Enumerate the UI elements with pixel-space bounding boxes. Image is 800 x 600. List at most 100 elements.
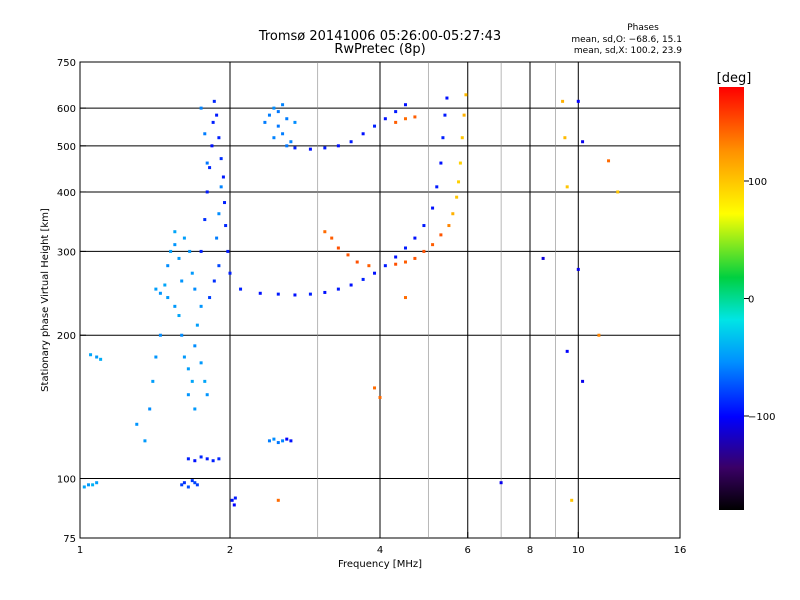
echo-point-59 bbox=[212, 99, 216, 103]
echo-point-2 bbox=[91, 483, 95, 487]
echo-point-32 bbox=[199, 361, 203, 365]
echo-point-131 bbox=[336, 246, 340, 250]
echo-point-5 bbox=[95, 355, 99, 359]
echo-point-16 bbox=[166, 296, 170, 300]
echo-point-3 bbox=[95, 481, 99, 485]
echo-point-56 bbox=[208, 166, 212, 170]
echo-point-95 bbox=[289, 140, 293, 144]
echo-point-152 bbox=[561, 99, 565, 103]
y-tick-label-3: 300 bbox=[57, 247, 76, 258]
y-tick-label-1: 100 bbox=[57, 475, 76, 486]
echo-point-65 bbox=[224, 224, 228, 228]
echo-point-19 bbox=[173, 243, 177, 247]
echo-point-160 bbox=[576, 267, 580, 271]
echo-point-61 bbox=[217, 136, 221, 140]
echo-point-26 bbox=[186, 393, 190, 397]
echo-point-84 bbox=[285, 437, 289, 441]
x-tick-label-3: 6 bbox=[465, 545, 471, 556]
echo-point-136 bbox=[403, 260, 407, 264]
echo-point-128 bbox=[445, 96, 449, 100]
colorbar-tick-label-0: 100 bbox=[748, 177, 767, 188]
echo-point-164 bbox=[499, 481, 503, 485]
echo-point-52 bbox=[217, 457, 221, 461]
x-tick-label-1: 2 bbox=[227, 545, 233, 556]
echo-point-122 bbox=[422, 224, 426, 228]
echo-point-140 bbox=[439, 233, 443, 237]
chart-subtitle: RwPretec (8p) bbox=[334, 42, 425, 57]
echo-point-168 bbox=[378, 395, 382, 399]
echo-point-11 bbox=[154, 355, 158, 359]
echo-point-72 bbox=[217, 212, 221, 216]
echo-point-137 bbox=[413, 256, 417, 260]
echo-point-101 bbox=[336, 144, 340, 148]
echo-point-40 bbox=[193, 287, 197, 291]
echo-point-110 bbox=[276, 292, 280, 296]
echo-point-60 bbox=[215, 113, 219, 117]
echo-point-155 bbox=[576, 99, 580, 103]
echo-point-24 bbox=[182, 355, 186, 359]
echo-point-12 bbox=[158, 333, 162, 337]
echo-point-121 bbox=[413, 236, 417, 240]
echo-point-97 bbox=[263, 120, 267, 124]
echo-point-89 bbox=[281, 103, 285, 107]
echo-point-50 bbox=[205, 457, 209, 461]
colorbar bbox=[719, 87, 744, 510]
echo-point-163 bbox=[597, 333, 601, 337]
echo-points bbox=[82, 93, 620, 507]
echo-point-38 bbox=[188, 249, 192, 253]
echo-point-93 bbox=[281, 132, 285, 136]
y-axis-label: Stationary phase Virtual Height [km] bbox=[40, 208, 51, 392]
echo-point-74 bbox=[205, 161, 209, 165]
echo-point-76 bbox=[199, 106, 203, 110]
echo-point-1 bbox=[86, 483, 90, 487]
echo-point-123 bbox=[431, 206, 435, 210]
echo-point-17 bbox=[166, 264, 170, 268]
echo-point-35 bbox=[173, 230, 177, 234]
echo-point-161 bbox=[565, 349, 569, 353]
y-tick-label-0: 75 bbox=[63, 534, 76, 545]
echo-point-82 bbox=[276, 441, 280, 445]
echo-point-86 bbox=[267, 113, 271, 117]
echo-point-118 bbox=[383, 264, 387, 268]
echo-point-4 bbox=[89, 353, 93, 357]
echo-point-162 bbox=[581, 379, 585, 383]
echo-point-78 bbox=[232, 503, 236, 507]
echo-point-90 bbox=[285, 117, 289, 121]
echo-point-0 bbox=[82, 485, 86, 489]
echo-point-99 bbox=[308, 147, 312, 151]
echo-point-109 bbox=[258, 291, 262, 295]
echo-point-119 bbox=[394, 255, 398, 259]
echo-point-51 bbox=[211, 459, 215, 463]
x-tick-label-4: 8 bbox=[527, 545, 533, 556]
echo-point-20 bbox=[173, 304, 177, 308]
echo-point-153 bbox=[563, 136, 567, 140]
echo-point-22 bbox=[180, 279, 184, 283]
y-tick-label-5: 500 bbox=[57, 142, 76, 153]
echo-point-113 bbox=[323, 290, 327, 294]
y-tick-label-7: 750 bbox=[57, 58, 76, 69]
echo-point-41 bbox=[180, 483, 184, 487]
echo-point-58 bbox=[211, 120, 215, 124]
y-tick-label-6: 600 bbox=[57, 104, 76, 115]
echo-point-149 bbox=[394, 120, 398, 124]
echo-point-127 bbox=[443, 113, 447, 117]
echo-point-70 bbox=[217, 264, 221, 268]
echo-point-108 bbox=[239, 287, 243, 291]
echo-point-94 bbox=[285, 144, 289, 148]
colorbar-tick-label-2: −100 bbox=[748, 412, 775, 423]
grid-lines bbox=[80, 62, 680, 538]
echo-point-57 bbox=[210, 144, 214, 148]
y-tick-label-2: 200 bbox=[57, 331, 76, 342]
echo-point-91 bbox=[276, 124, 280, 128]
echo-point-156 bbox=[581, 140, 585, 144]
echo-point-43 bbox=[186, 485, 190, 489]
echo-point-142 bbox=[451, 212, 455, 216]
echo-point-45 bbox=[193, 481, 197, 485]
echo-point-144 bbox=[457, 180, 461, 184]
echo-point-165 bbox=[570, 498, 574, 502]
echo-point-18 bbox=[169, 249, 173, 253]
echo-point-25 bbox=[186, 367, 190, 371]
echo-point-154 bbox=[565, 185, 569, 189]
echo-point-103 bbox=[361, 132, 365, 136]
